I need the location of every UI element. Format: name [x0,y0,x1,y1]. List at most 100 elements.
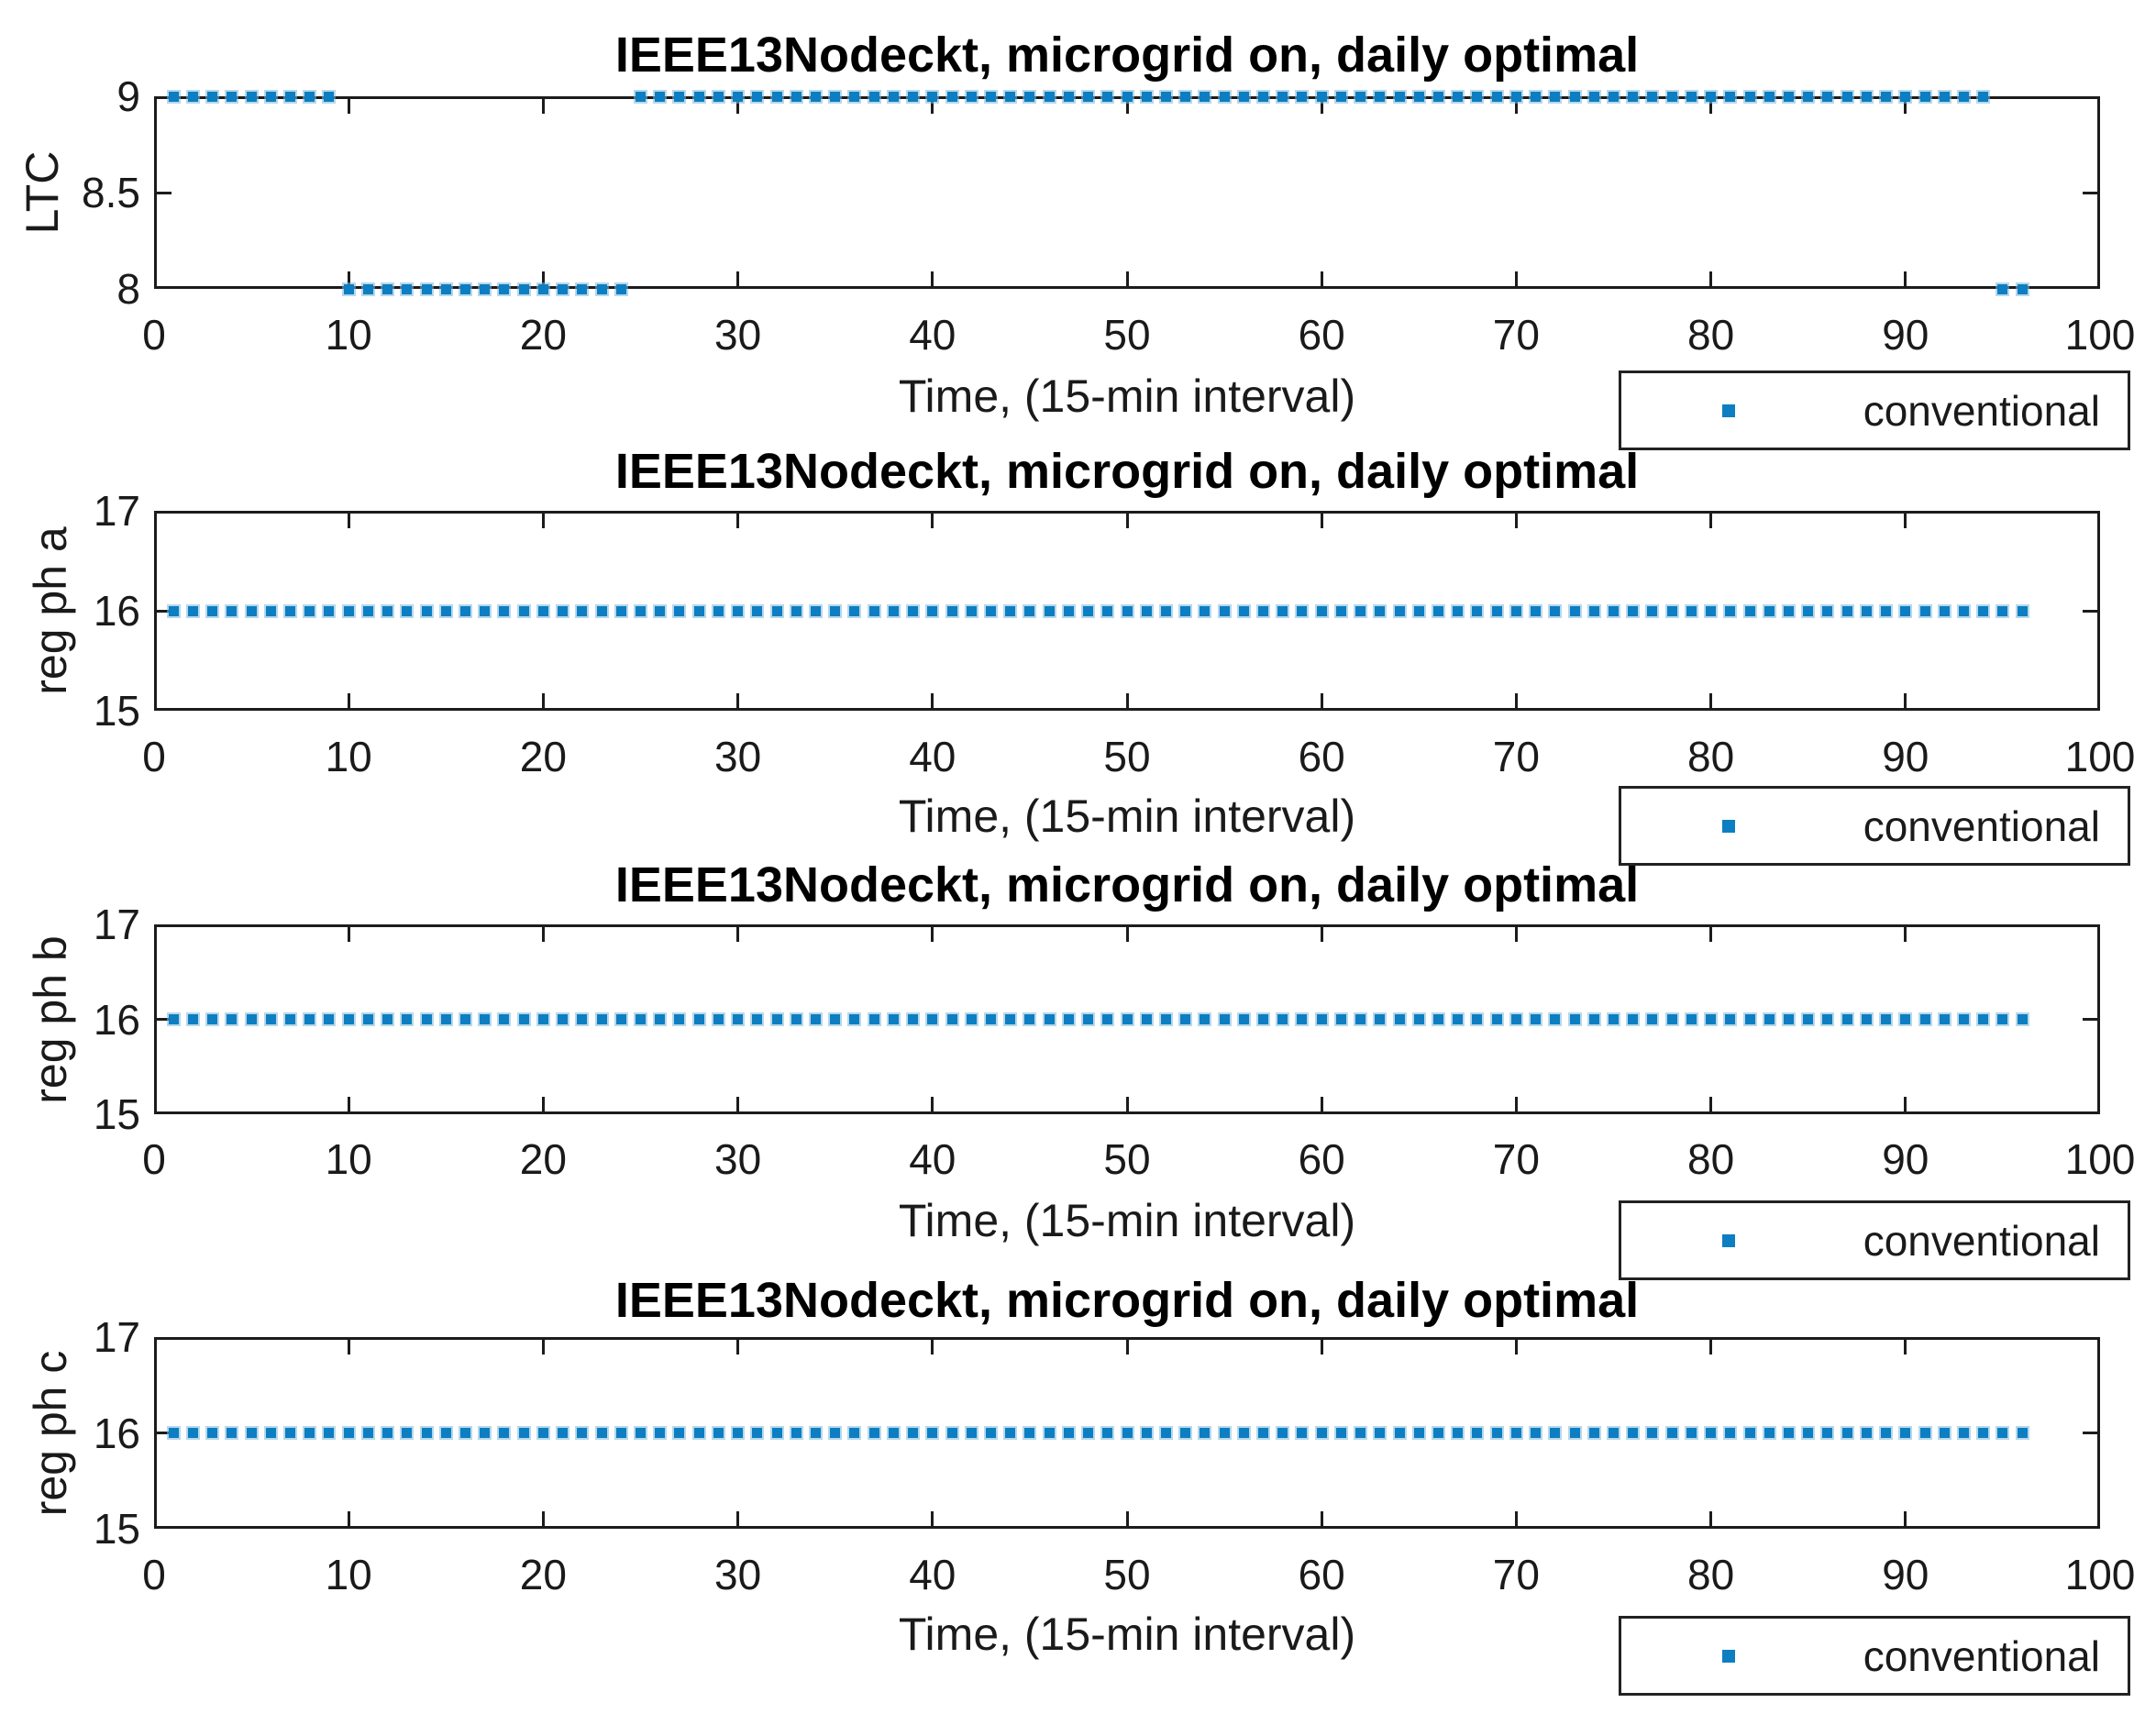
data-marker [1491,605,1502,616]
data-marker [636,1428,646,1438]
data-marker [733,1014,744,1024]
data-marker [985,91,996,102]
x-tick-label: 40 [909,733,956,780]
data-marker [577,283,588,294]
data-marker [1919,1428,1930,1438]
data-marker [1297,605,1308,616]
x-axis-label: Time, (15-min interval) [898,370,1356,422]
x-tick-label: 70 [1492,1135,1540,1183]
data-marker [985,1014,996,1024]
x-axis-label: Time, (15-min interval) [898,1609,1356,1660]
x-tick-mark [736,1511,740,1526]
data-marker [1238,1014,1249,1024]
data-marker [1783,1014,1794,1024]
x-tick-mark [347,1340,350,1355]
data-marker [1063,1428,1074,1438]
x-tick-mark [1709,514,1713,528]
x-tick-mark [1514,1511,1518,1526]
data-marker [1258,1428,1269,1438]
data-marker [752,1014,763,1024]
x-tick-mark [1320,514,1323,528]
x-tick-mark [1514,514,1518,528]
data-marker [1647,1014,1658,1024]
x-tick-label: 80 [1687,1135,1735,1183]
legend-marker-square [1722,819,1735,833]
x-tick-mark [1709,927,1713,942]
x-tick-label: 90 [1882,1135,1929,1183]
data-marker [810,605,821,616]
data-marker [1666,1014,1677,1024]
legend: conventional [1619,786,2130,866]
data-marker [1375,605,1386,616]
data-marker [1141,1014,1152,1024]
data-marker [1063,91,1074,102]
data-marker [1706,1014,1717,1024]
x-tick-mark [1514,927,1518,942]
data-marker [713,91,724,102]
x-tick-mark [1320,927,1323,942]
x-tick-mark [1514,271,1518,286]
x-tick-label: 10 [325,1551,372,1598]
data-marker [1024,91,1035,102]
data-marker [908,605,919,616]
x-tick-mark [347,271,350,286]
x-tick-label: 20 [519,311,567,359]
data-marker [402,1428,413,1438]
x-tick-label: 70 [1492,733,1540,780]
data-marker [1531,605,1542,616]
data-marker [1588,1428,1599,1438]
data-marker [946,1014,957,1024]
x-tick-mark [347,514,350,528]
data-marker [1510,1428,1521,1438]
data-marker [1122,1014,1133,1024]
data-marker [615,605,626,616]
x-tick-mark [1320,99,1323,114]
data-marker [1510,605,1521,616]
data-marker [868,91,879,102]
data-marker [1413,1428,1424,1438]
data-marker [402,1014,413,1024]
data-marker [440,605,451,616]
data-marker [771,1014,782,1024]
data-marker [2017,605,2028,616]
x-tick-mark [1320,1340,1323,1355]
data-marker [1725,1428,1736,1438]
x-tick-mark [541,927,545,942]
data-marker [830,91,841,102]
data-marker [596,283,607,294]
data-marker [1433,1014,1444,1024]
data-marker [1666,91,1677,102]
data-marker [1783,1428,1794,1438]
data-marker [1102,1014,1113,1024]
x-tick-mark [347,1511,350,1526]
data-marker [1588,605,1599,616]
data-marker [1510,91,1521,102]
x-tick-mark [1125,271,1129,286]
data-marker [1355,91,1366,102]
data-marker [752,1428,763,1438]
x-tick-mark [931,1340,934,1355]
data-marker [558,1428,569,1438]
data-marker [927,91,938,102]
data-marker [1297,1014,1308,1024]
data-marker [343,283,354,294]
data-marker [1180,91,1191,102]
data-marker [1491,1014,1502,1024]
data-marker [1258,605,1269,616]
data-marker [362,1014,373,1024]
data-marker [1122,91,1133,102]
data-marker [1588,1014,1599,1024]
data-marker [946,91,957,102]
data-marker [577,605,588,616]
data-marker [1744,1428,1755,1438]
data-marker [1763,605,1775,616]
x-tick-label: 0 [142,733,166,780]
data-marker [1277,605,1288,616]
data-marker [1919,1014,1930,1024]
data-marker [1005,91,1016,102]
x-tick-mark [1904,1097,1907,1111]
data-marker [1472,1428,1483,1438]
data-marker [304,1428,315,1438]
